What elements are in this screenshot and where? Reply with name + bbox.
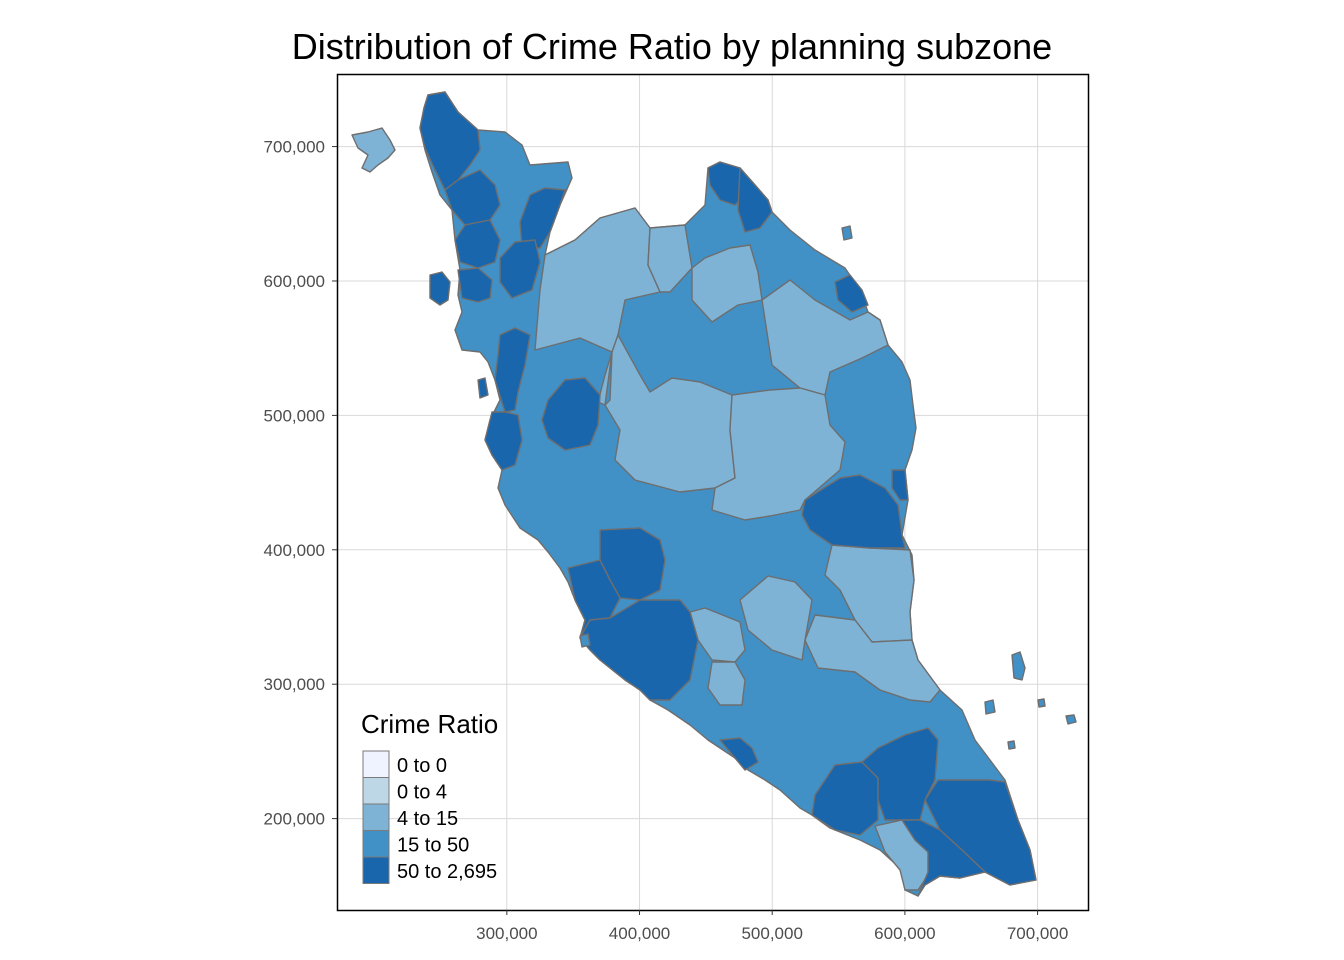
legend: Crime Ratio 0 to 0 0 to 4 4 to 15 15 to 50 5… <box>361 709 498 884</box>
region-perak-coast-north <box>494 327 531 413</box>
x-tick-label: 700,000 <box>1007 924 1068 943</box>
x-tick-label: 400,000 <box>609 924 670 943</box>
legend-label: 4 to 15 <box>397 808 458 830</box>
legend-title: Crime Ratio <box>361 709 498 739</box>
region-kedah-coast-2 <box>454 219 501 269</box>
x-tick-label: 500,000 <box>741 924 802 943</box>
region-kedah-mid <box>499 239 541 299</box>
legend-label: 50 to 2,695 <box>397 861 497 883</box>
y-tick-label: 400,000 <box>264 541 325 560</box>
y-tick-label: 600,000 <box>264 272 325 291</box>
island-pemanggil <box>1065 714 1077 725</box>
region-kuantan-coast <box>891 469 909 501</box>
x-tick-label: 300,000 <box>476 924 537 943</box>
region-johor-west <box>811 761 879 836</box>
y-tick-label: 500,000 <box>264 406 325 425</box>
legend-swatch <box>362 803 390 831</box>
region-perak-coast-south <box>484 411 523 471</box>
region-kelantan-coast-2 <box>737 167 773 233</box>
region-gua-musang <box>647 224 693 293</box>
land-layer <box>351 91 1077 897</box>
region-kedah-coast-1 <box>444 169 501 226</box>
region-pahang-central <box>711 387 846 521</box>
island-tinggi <box>984 699 996 715</box>
region-klang-valley <box>579 599 699 701</box>
region-ns-south <box>707 661 746 706</box>
y-tick-label: 200,000 <box>264 810 325 829</box>
map-title: Distribution of Crime Ratio by planning … <box>291 26 1053 67</box>
region-segamat <box>804 614 941 703</box>
axis-layer: 300,000 400,000 500,000 600,000 700,000 200,0… <box>264 138 1069 943</box>
panel-border <box>336 73 1090 912</box>
island-aur <box>1037 698 1046 708</box>
region-johor-bahru <box>901 819 986 897</box>
x-tick-label: 600,000 <box>874 924 935 943</box>
y-tick-label: 700,000 <box>264 138 325 157</box>
legend-label: 15 to 50 <box>397 835 469 857</box>
island-redang <box>841 225 853 241</box>
island-pangkor <box>477 377 489 399</box>
region-kuala-terengganu <box>834 274 869 313</box>
island-perak-coast <box>579 633 591 648</box>
legend-label: 0 to 4 <box>397 782 447 804</box>
island-langkawi <box>351 127 396 173</box>
region-penang-mainland <box>457 267 493 303</box>
legend-swatch <box>362 830 390 858</box>
region-kelantan-interior <box>534 207 661 353</box>
region-kuantan <box>801 474 906 549</box>
region-ipoh <box>541 377 601 451</box>
island-tioman <box>1011 651 1026 681</box>
legend-label: 0 to 0 <box>397 755 447 777</box>
region-pekan-south <box>739 575 813 661</box>
region-kota-tinggi <box>924 779 1037 886</box>
y-tick-label: 300,000 <box>264 675 325 694</box>
region-kedah-east <box>519 187 566 249</box>
legend-swatch <box>362 777 390 805</box>
region-kuala-krai <box>691 244 763 323</box>
island-sibu <box>1007 740 1016 750</box>
legend-swatch <box>362 750 390 778</box>
legend-swatch <box>362 856 390 884</box>
island-penang <box>429 271 451 306</box>
region-ns-mid <box>689 607 746 663</box>
region-melaka <box>719 737 759 771</box>
